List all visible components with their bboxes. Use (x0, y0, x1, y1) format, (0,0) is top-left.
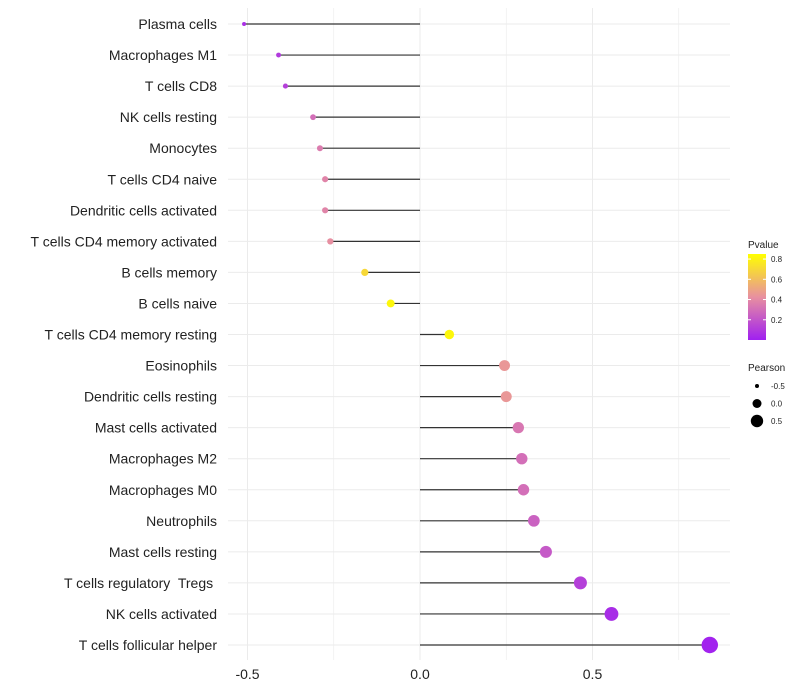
stem-layer (244, 23, 710, 646)
category-label: Plasma cells (138, 16, 217, 32)
category-label: B cells memory (121, 264, 217, 280)
pvalue-legend-title: Pvalue (748, 240, 779, 251)
category-label: B cells naive (138, 295, 217, 311)
lollipop-point (499, 360, 510, 372)
category-label: T cells follicular helper (79, 637, 218, 653)
colorbar-tick-label: 0.8 (771, 255, 783, 264)
lollipop-point (361, 268, 369, 277)
lollipop-point (276, 52, 282, 58)
size-legend-label: 0.0 (771, 400, 783, 409)
size-legend-label: -0.5 (771, 382, 785, 391)
category-label: Dendritic cells activated (70, 202, 217, 218)
category-label: T cells CD4 memory resting (45, 327, 217, 343)
category-label: Macrophages M1 (109, 47, 217, 63)
lollipop-point (604, 607, 619, 621)
colorbar-tick-label: 0.4 (771, 296, 783, 305)
size-legend-point (750, 414, 764, 428)
x-tick-label: -0.5 (235, 666, 259, 682)
lollipop-point (327, 238, 334, 245)
category-label: Monocytes (149, 140, 217, 156)
colorbar-tick-label: 0.2 (771, 316, 783, 325)
lollipop-point (527, 514, 540, 527)
category-label: T cells regulatory Tregs (64, 575, 217, 591)
lollipop-point (310, 114, 316, 121)
category-label: NK cells activated (106, 606, 217, 622)
lollipop-point (242, 22, 247, 26)
category-label: Mast cells activated (95, 420, 217, 436)
category-label: T cells CD4 memory activated (31, 233, 217, 249)
category-label: Neutrophils (146, 513, 217, 529)
lollipop-point (322, 207, 329, 214)
lollipop-point (512, 421, 524, 434)
category-label: T cells CD8 (145, 78, 217, 94)
category-label: Macrophages M0 (109, 482, 217, 498)
grid-layer (228, 8, 730, 660)
category-label: Macrophages M2 (109, 451, 217, 467)
lollipop-point (573, 576, 587, 590)
x-axis-ticks: -0.5 0.0 0.5 (235, 666, 602, 682)
size-legend-label: 0.5 (771, 417, 783, 426)
size-legend-point (755, 384, 759, 388)
category-label: Dendritic cells resting (84, 389, 217, 405)
lollipop-point (322, 176, 329, 183)
pearson-legend-title: Pearson (748, 363, 785, 374)
x-tick-label: 0.0 (410, 666, 430, 682)
point-layer (242, 22, 719, 654)
lollipop-point (516, 453, 528, 465)
category-label: Eosinophils (145, 358, 217, 374)
pvalue-legend: Pvalue 0.2 0.4 0.6 0.8 (748, 240, 783, 340)
lollipop-point (701, 636, 719, 654)
lollipop-point (517, 484, 530, 496)
lollipop-point (539, 545, 552, 558)
lollipop-point (500, 391, 512, 403)
category-label: T cells CD4 naive (108, 171, 218, 187)
pvalue-colorbar (748, 254, 766, 340)
category-label: Mast cells resting (109, 544, 217, 560)
category-label: NK cells resting (120, 109, 217, 125)
category-labels: Plasma cells Macrophages M1 T cells CD8 NK … (31, 16, 218, 653)
pearson-legend: Pearson -0.5 0.0 0.5 (748, 363, 785, 428)
size-legend-point (752, 399, 762, 408)
x-tick-label: 0.5 (583, 666, 603, 682)
colorbar-tick-label: 0.6 (771, 275, 783, 284)
lollipop-point (444, 329, 455, 340)
lollipop-point (386, 299, 395, 308)
lollipop-point (316, 145, 323, 152)
lollipop-point (282, 83, 289, 89)
